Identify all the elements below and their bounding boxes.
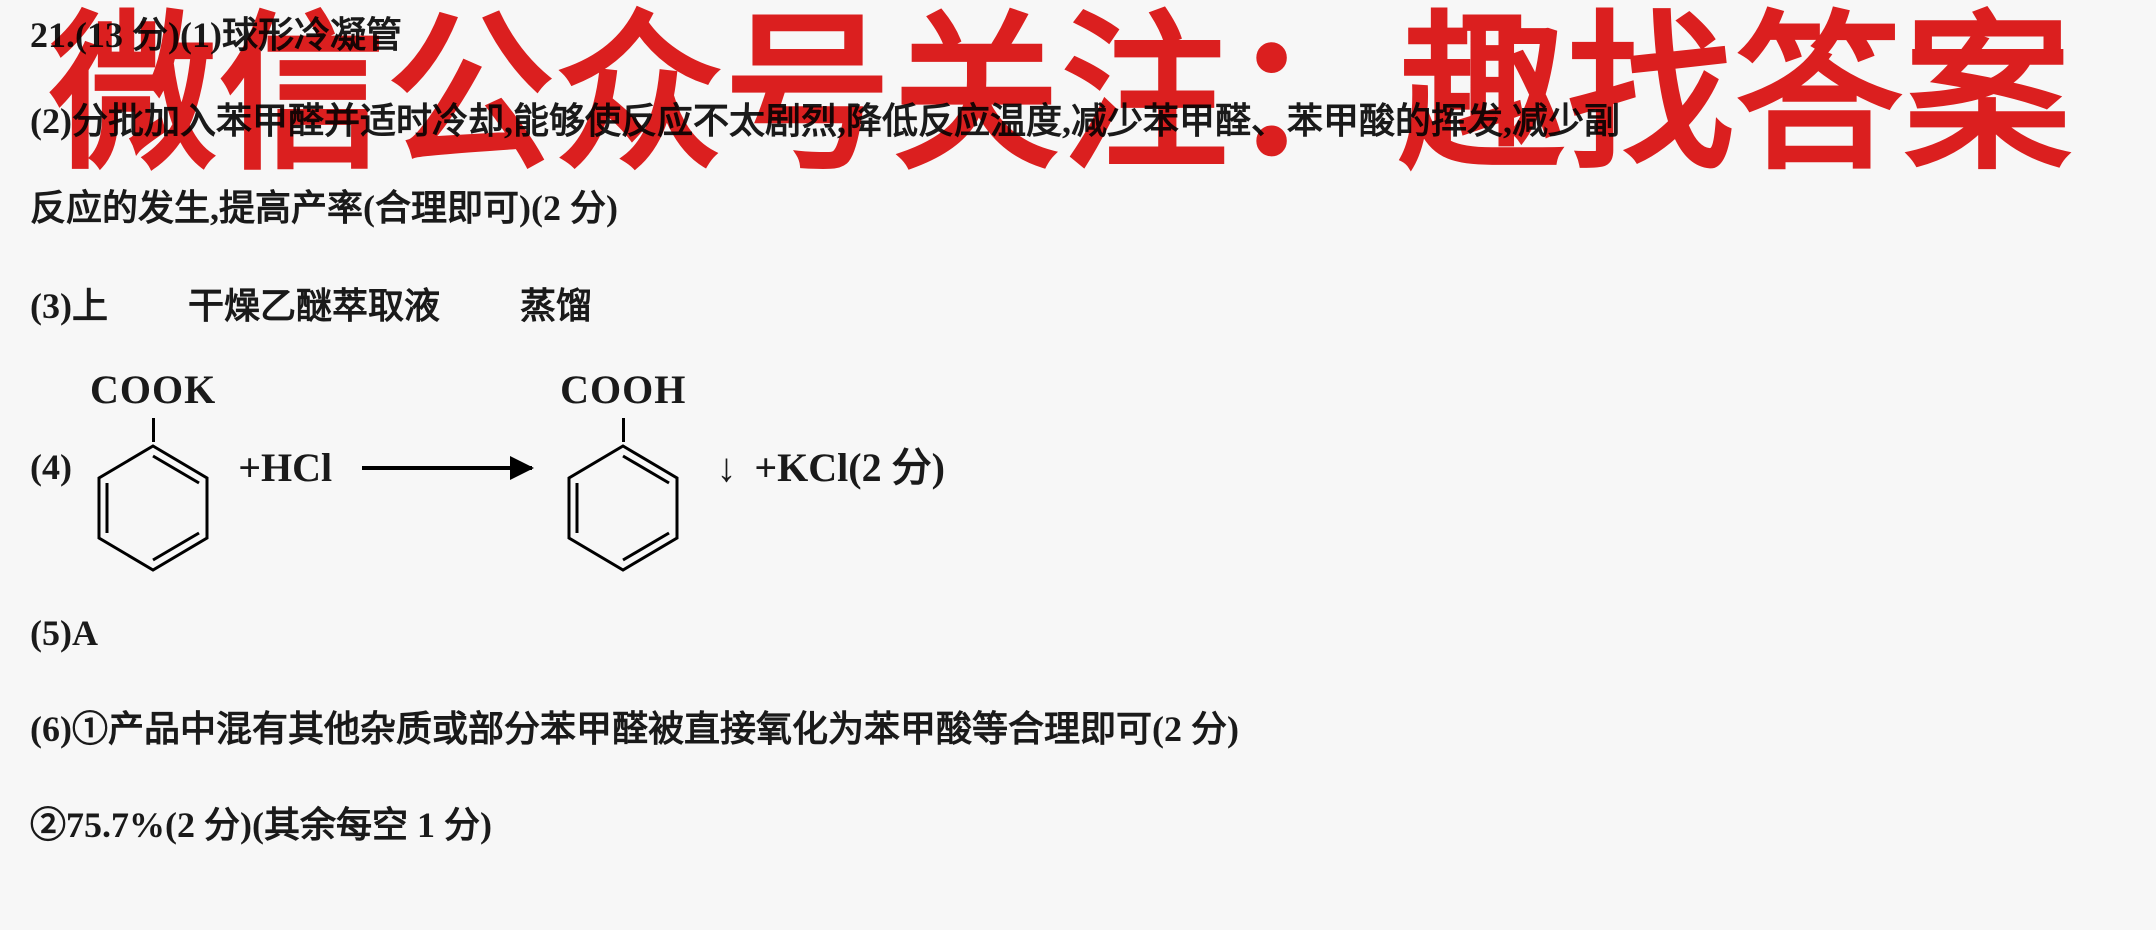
line-header: 21.(13 分)(1)球形冷凝管 (30, 10, 2130, 60)
line-p2a: (2)分批加入苯甲醛并适时冷却,能够使反应不太剧烈,降低反应温度,减少苯甲醛、苯… (30, 96, 2130, 146)
p6b-label: ② (30, 805, 66, 845)
p3-c: 蒸馏 (520, 286, 592, 326)
p6a-answer: 产品中混有其他杂质或部分苯甲醛被直接氧化为苯甲酸等合理即可(2 分) (108, 709, 1239, 749)
p4-label: (4) (30, 442, 72, 492)
reaction-arrow-icon (362, 466, 532, 470)
p2-text-b: 反应的发生,提高产率(合理即可)(2 分) (30, 188, 618, 228)
line-p2b: 反应的发生,提高产率(合理即可)(2 分) (30, 183, 2130, 233)
line-p5: (5)A (30, 608, 2130, 658)
p2-label: (2) (30, 101, 72, 141)
reagent-hcl: +HCl (238, 440, 332, 496)
header-text: 21.(13 分)(1)球形冷凝管 (30, 15, 402, 55)
p6a-label: (6)① (30, 709, 108, 749)
p6b-answer: 75.7%(2 分)(其余每空 1 分) (66, 805, 492, 845)
p3-a: 上 (72, 286, 108, 326)
benzene-ring-icon (93, 442, 213, 574)
p3-label: (3) (30, 286, 72, 326)
equation-row: (4) COOK +HCl COOH (30, 368, 2130, 568)
p5-label: (5) (30, 613, 72, 653)
reactant-molecule: COOK (90, 362, 216, 574)
answer-content: 21.(13 分)(1)球形冷凝管 (2)分批加入苯甲醛并适时冷却,能够使反应不… (30, 0, 2130, 851)
line-p6b: ②75.7%(2 分)(其余每空 1 分) (30, 800, 2130, 850)
bond-line (622, 418, 625, 442)
bond-line (152, 418, 155, 442)
line-p6a: (6)①产品中混有其他杂质或部分苯甲醛被直接氧化为苯甲酸等合理即可(2 分) (30, 704, 2130, 754)
reactant-substituent: COOK (90, 362, 216, 418)
precipitate-arrow-icon: ↓ (716, 440, 736, 496)
benzene-ring-icon (563, 442, 683, 574)
product-molecule: COOH (560, 362, 686, 574)
p3-b: 干燥乙醚萃取液 (188, 286, 440, 326)
line-p3: (3)上 干燥乙醚萃取液 蒸馏 (30, 281, 2130, 331)
product-substituent: COOH (560, 362, 686, 418)
byproduct-kcl: +KCl(2 分) (754, 440, 945, 496)
p5-answer: A (72, 613, 98, 653)
p2-text-a: 分批加入苯甲醛并适时冷却,能够使反应不太剧烈,降低反应温度,减少苯甲醛、苯甲酸的… (72, 101, 1620, 141)
